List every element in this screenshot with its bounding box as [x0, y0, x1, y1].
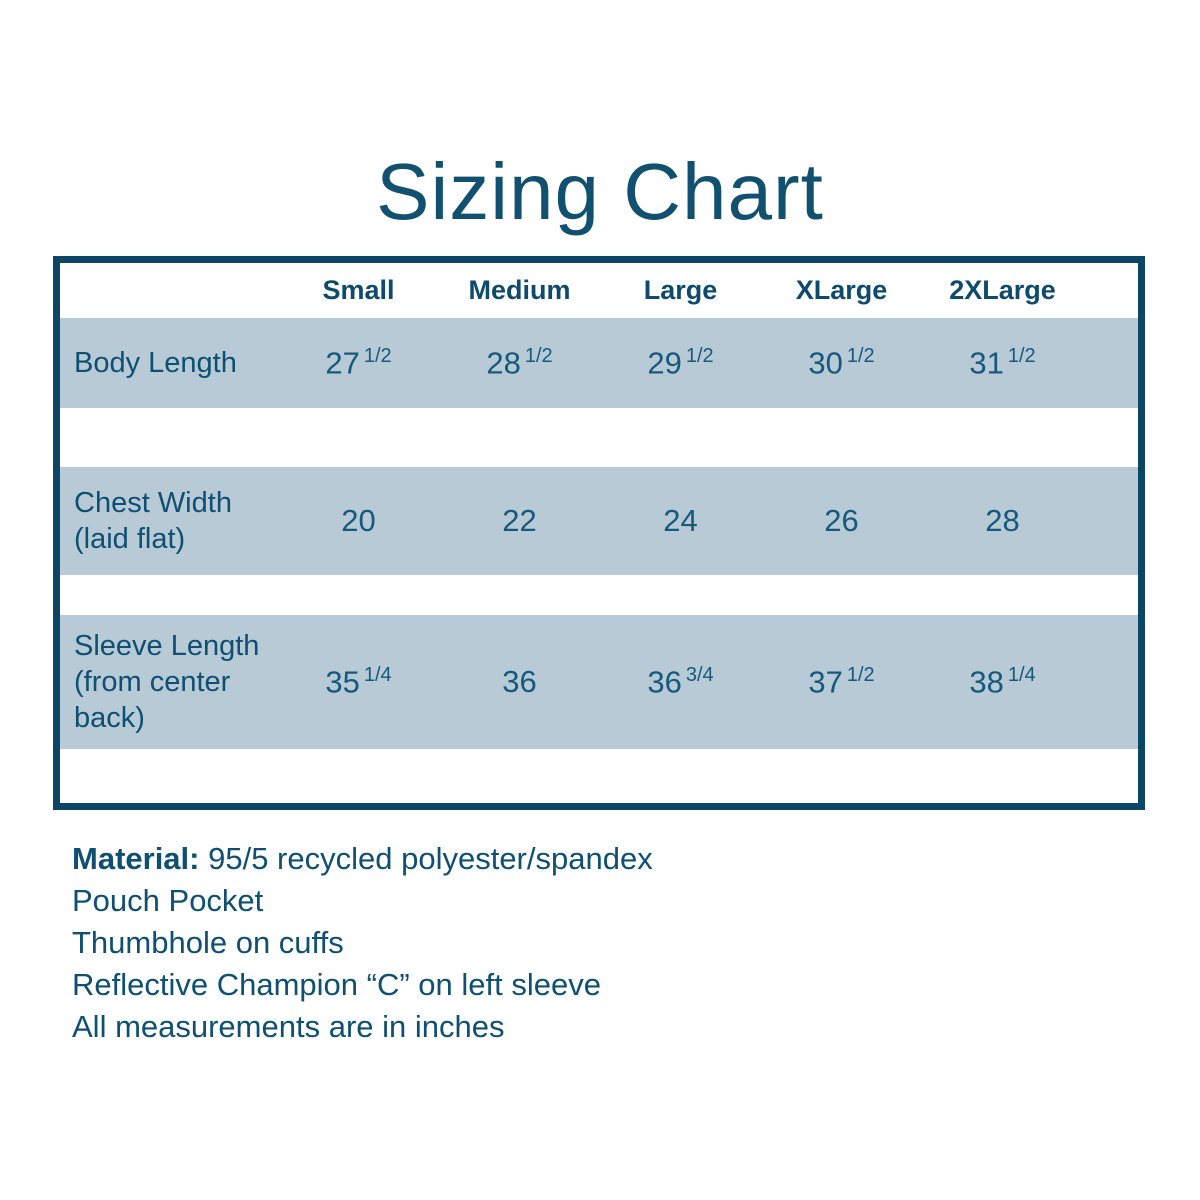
cell-chest-width-large: 24	[663, 503, 698, 538]
note-measurement-units: All measurements are in inches	[72, 1009, 505, 1044]
table-row-sleeve-length: Sleeve Length (from center back) 35 1/4 3…	[60, 615, 1138, 749]
table-header-row: Small Medium Large XLarge 2XLarge	[60, 263, 1138, 318]
cell-sleeve-length-2xlarge: 38 1/4	[969, 663, 1036, 700]
cell-sleeve-length-xlarge: 37 1/2	[808, 663, 875, 700]
cell-chest-width-medium: 22	[502, 503, 537, 538]
row-label-chest-width: Chest Width (laid flat)	[74, 487, 232, 555]
table-row-chest-width: Chest Width (laid flat) 20 22 24 26 28	[60, 467, 1138, 575]
cell-sleeve-length-medium: 36	[502, 664, 537, 699]
cell-body-length-large: 29 1/2	[647, 344, 714, 381]
column-header-large: Large	[643, 275, 718, 305]
page-title: Sizing Chart	[376, 147, 824, 236]
note-material-label: Material:	[72, 841, 200, 876]
row-label-body-length: Body Length	[74, 347, 237, 379]
cell-body-length-small: 27 1/2	[325, 344, 392, 381]
note-reflective-logo: Reflective Champion “C” on left sleeve	[72, 967, 601, 1002]
note-pouch-pocket: Pouch Pocket	[72, 883, 264, 918]
sizing-table: Small Medium Large XLarge 2XLarge Body L…	[53, 256, 1145, 810]
cell-body-length-2xlarge: 31 1/2	[969, 344, 1036, 381]
column-header-medium: Medium	[468, 275, 571, 305]
note-material: Material: 95/5 recycled polyester/spande…	[72, 841, 653, 876]
product-notes: Material: 95/5 recycled polyester/spande…	[72, 838, 653, 1048]
row-divider	[60, 575, 1138, 615]
cell-chest-width-xlarge: 26	[824, 503, 859, 538]
cell-body-length-xlarge: 30 1/2	[808, 344, 875, 381]
column-header-small: Small	[322, 275, 395, 305]
column-header-2xlarge: 2XLarge	[949, 275, 1056, 305]
table-row-body-length: Body Length 27 1/2 28 1/2 29 1/2 30 1/2 31 1/…	[60, 318, 1138, 408]
cell-sleeve-length-small: 35 1/4	[325, 663, 392, 700]
row-label-sleeve-length: Sleeve Length (from center back)	[74, 630, 260, 734]
cell-chest-width-2xlarge: 28	[985, 503, 1020, 538]
cell-chest-width-small: 20	[341, 503, 376, 538]
cell-body-length-medium: 28 1/2	[486, 344, 553, 381]
note-thumbhole: Thumbhole on cuffs	[72, 925, 344, 960]
cell-sleeve-length-large: 36 3/4	[647, 663, 714, 700]
row-divider	[60, 408, 1138, 467]
column-header-xlarge: XLarge	[795, 275, 888, 305]
